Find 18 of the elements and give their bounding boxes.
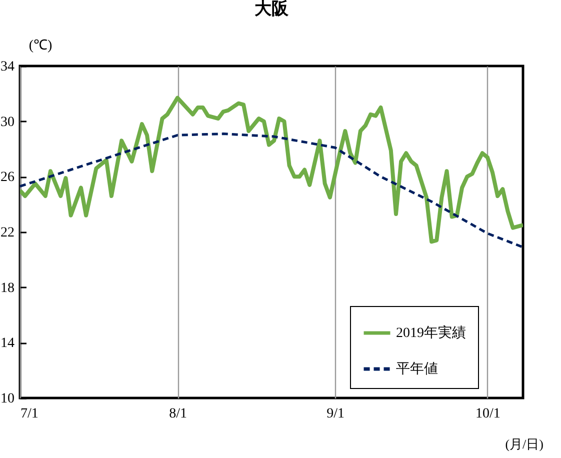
y-tick-label: 26 — [0, 170, 14, 186]
y-tick-label: 34 — [0, 60, 14, 74]
chart-title: 大阪 — [254, 0, 290, 19]
legend-label: 平年値 — [396, 361, 438, 377]
x-tick-label: 9/1 — [326, 406, 344, 422]
x-tick-label: 8/1 — [169, 406, 187, 422]
y-tick-label: 30 — [0, 114, 14, 130]
x-tick-label: 10/1 — [475, 406, 500, 422]
y-tick-label: 10 — [0, 392, 14, 406]
y-tick-label: 14 — [0, 336, 14, 352]
y-tick-label: 22 — [0, 226, 14, 240]
line-series — [20, 132, 523, 248]
x-axis-title: (月/日) — [505, 436, 544, 452]
x-tick-label: 7/1 — [20, 406, 38, 422]
y-tick-label: 18 — [0, 280, 14, 296]
legend-label: 2019年実績 — [396, 325, 466, 341]
line-series — [20, 96, 523, 244]
y-axis-title: (℃) — [28, 38, 52, 54]
